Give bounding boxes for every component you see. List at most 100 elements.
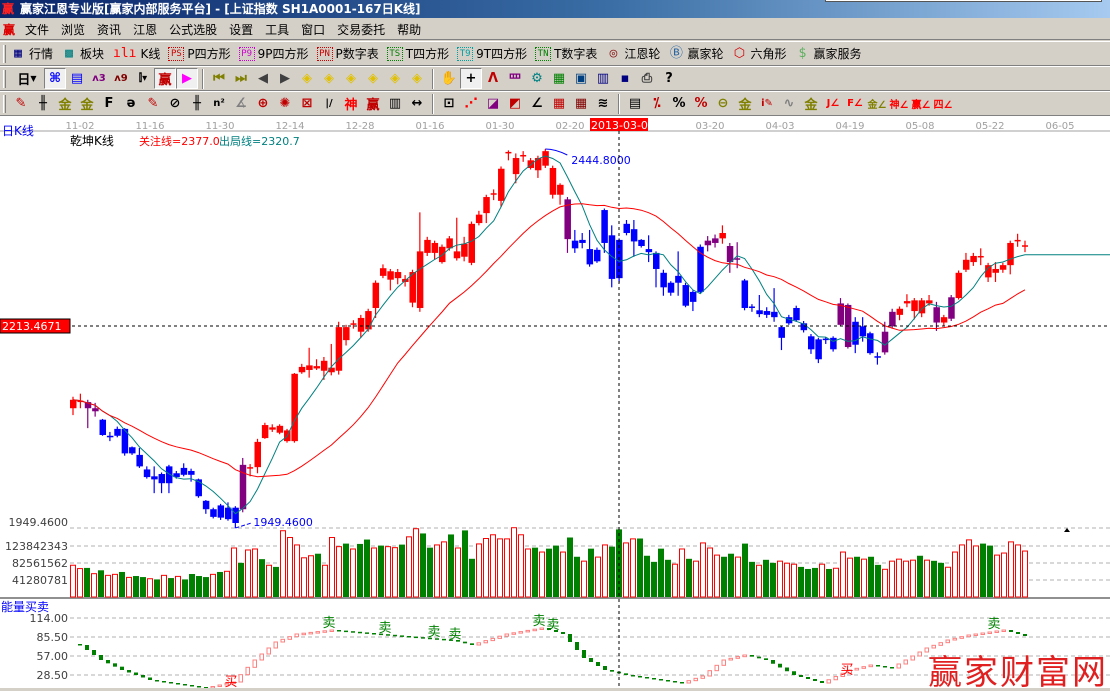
toolbar-grip[interactable] [3,94,6,113]
gold-angle-icon[interactable]: 金∠ [867,100,887,111]
last-icon[interactable]: ⏭ [235,71,247,86]
ying-angle-icon[interactable]: 赢∠ [911,100,931,111]
line-point-icon[interactable]: ᐱ [487,71,499,86]
cycle-lines-icon[interactable]: ╫ [193,96,201,111]
ying-icon[interactable]: 赢 [366,98,380,113]
n2-icon[interactable]: n² [213,98,225,109]
menu-item-1[interactable]: 浏览 [61,22,86,37]
menu-item-7[interactable]: 窗口 [301,22,326,37]
toolbar-button-ps[interactable]: PS P四方形 [168,45,231,62]
hand-icon[interactable]: ✋ [440,71,458,86]
teal-tool-icon[interactable]: ⚙ [531,71,543,86]
zoom-v-icon[interactable]: ◈ [412,71,422,86]
clipboard-icon[interactable]: ▤ [70,71,84,86]
pen-tower-icon[interactable]: ⅰ✎ [761,98,773,109]
toolbar-button-p9[interactable]: P9 9P四方形 [238,45,309,62]
toolbar-button-ts[interactable]: TS T四方形 [386,45,449,62]
measure-icon[interactable]: ↔ [411,96,423,111]
toolbar-button-dollar[interactable]: $ 赢家服务 [794,45,862,62]
percent-line-icon[interactable]: % [694,96,708,111]
toolbar-button-pn[interactable]: PN P数字表 [316,45,379,62]
menu-item-6[interactable]: 工具 [265,22,290,37]
expand-icon[interactable]: ◈ [390,71,400,86]
tick-lines-icon[interactable]: |/ [325,98,333,109]
fan-icon[interactable]: ⋰ [464,96,478,111]
print-icon[interactable]: ⎙ [641,71,653,86]
kline-chart[interactable]: 11-02 11-16 11-30 12-14 12-28 01-16 01-30 02-20… [0,116,1110,691]
map-icon[interactable]: ⌘ [44,68,66,89]
wave9-icon[interactable]: ᴧ9 [114,73,128,84]
grid-green-icon[interactable]: ▦ [552,71,566,86]
grid-dark-icon[interactable]: ▦ [574,96,588,111]
ruler-icon[interactable]: ▥ [388,96,402,111]
target-icon[interactable]: ⊕ [257,96,269,111]
square-web-icon[interactable]: ⊠ [301,96,313,111]
circle-cycle-icon[interactable]: ⊘ [169,96,181,111]
wave-line-icon[interactable]: ∿ [783,96,795,111]
period-dropdown[interactable]: 日 ▼ [10,68,44,89]
gold-lines2-icon[interactable]: 金 [80,98,94,113]
candle-type-icon[interactable]: ⫿▾ [138,73,148,84]
si-angle-icon[interactable]: 四∠ [933,100,953,111]
wave3-icon[interactable]: ᴧ3 [92,73,106,84]
toolbar-button-t9[interactable]: T9 9T四方形 [457,45,527,62]
pen2-icon[interactable]: ✎ [147,96,159,111]
gold-red-icon[interactable]: 金 [804,98,818,113]
toolbar-button-sector-blocks[interactable]: ▩ 板块 [61,45,104,62]
menu-item-8[interactable]: 交易委托 [337,22,386,37]
f-angle-icon[interactable]: F∠ [847,98,863,109]
menu-item-5[interactable]: 设置 [229,22,254,37]
table-icon[interactable]: ▤ [628,96,642,111]
toolbar-button-quote-grid[interactable]: ▦ 行情 [10,45,53,62]
grid-red-icon[interactable]: ▦ [552,96,566,111]
crosshair-icon[interactable]: + [460,68,482,89]
box-icon[interactable]: ⊡ [443,96,455,111]
menu-item-3[interactable]: 江恩 [133,22,158,37]
toolbar-button-tn[interactable]: TN T数字表 [535,45,597,62]
toolbar-button-gann-wheel[interactable]: ◎ 江恩轮 [605,45,661,62]
right-arrow-icon[interactable]: ▶ [280,71,290,86]
web-icon[interactable]: ✺ [279,96,291,111]
angle-icon[interactable]: ∡ [235,96,247,111]
angle-lines-icon[interactable]: ∠ [531,96,543,111]
win-logo-icon[interactable]: 赢 [154,68,176,89]
scroll-left-icon[interactable]: ◈ [302,71,312,86]
shen-icon[interactable]: 神 [344,98,358,113]
purple-tool-icon[interactable]: 罒 [508,73,522,88]
lines-icon[interactable]: ╫ [39,96,47,111]
zoom-h-icon[interactable]: ◈ [346,71,356,86]
toolbar-button-hexagon[interactable]: ⬡ 六角形 [731,45,787,62]
percent-slash-icon[interactable]: ⁒ [653,96,661,111]
j-angle-icon[interactable]: J∠ [826,98,840,109]
toolbar-button-big-wheel[interactable]: Ⓑ 赢家轮 [668,45,724,62]
menu-item-2[interactable]: 资讯 [97,22,122,37]
toolbar-grip[interactable] [3,44,6,63]
pen-icon[interactable]: ✎ [15,96,27,111]
gold-lines-icon[interactable]: 金 [58,98,72,113]
square-fan2-icon[interactable]: ◩ [508,96,522,111]
parallel-icon[interactable]: ≋ [597,96,609,111]
menu-item-0[interactable]: 文件 [25,22,50,37]
chart-panel[interactable]: 11-02 11-16 11-30 12-14 12-28 01-16 01-30 02-20… [0,116,1110,691]
shen-angle-icon[interactable]: 神∠ [889,100,909,111]
menu-logo-icon[interactable]: 赢 [3,22,16,37]
fib-icon[interactable]: F [104,96,114,111]
help-icon[interactable]: ? [665,71,673,86]
window-icon[interactable]: ▥ [596,71,610,86]
calc-icon[interactable]: ▣ [574,71,588,86]
toolbar-grip[interactable] [3,69,6,88]
scroll-right-icon[interactable]: ◈ [324,71,334,86]
eye-line-icon[interactable]: ⊖ [717,96,729,111]
toolbar-button-candlestick[interactable]: ılı K线 [112,45,160,62]
menu-item-9[interactable]: 帮助 [397,22,422,37]
first-icon[interactable]: ⏮ [213,71,225,86]
spiral-icon[interactable]: ə [126,96,136,111]
menu-item-4[interactable]: 公式选股 [169,22,218,37]
scroll-up-triangle-icon[interactable] [1064,528,1070,532]
gold-line-icon[interactable]: 金 [738,98,752,113]
shrink-icon[interactable]: ◈ [368,71,378,86]
percent-icon[interactable]: % [672,96,686,111]
save-icon[interactable]: ▪ [620,71,630,86]
flag-icon[interactable]: ▶ [176,68,198,89]
square-fan-icon[interactable]: ◪ [486,96,500,111]
